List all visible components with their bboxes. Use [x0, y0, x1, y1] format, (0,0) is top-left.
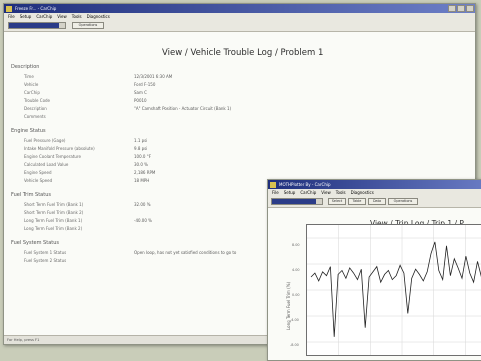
minimize-button[interactable] [448, 5, 456, 12]
row-vehicle-speed: Vehicle Speed [24, 178, 53, 183]
trip-chart [307, 225, 481, 355]
value-carchip: Sam C [134, 90, 147, 95]
vehicle-combo[interactable] [8, 22, 66, 29]
row-fuel-system-1: Fuel System 1 Status [24, 250, 67, 255]
value-vehicle-speed: 18 MPH [134, 178, 150, 183]
row-calculated-load: Calculated Load Value [24, 162, 69, 167]
row-vehicle: Vehicle [24, 82, 39, 87]
menu-file[interactable]: File [8, 14, 15, 19]
row-fuel-pressure: Fuel Pressure (Gage) [24, 138, 66, 143]
row-carchip: CarChip [24, 90, 40, 95]
trip-operations-button[interactable]: Operations [388, 198, 418, 205]
row-trouble-code: Trouble Code [24, 98, 51, 103]
row-description: Description [24, 106, 47, 111]
main-status-bar: For Help, press F1 [4, 335, 475, 344]
trip-menu-carchip[interactable]: CarChip [300, 190, 317, 195]
row-long-trim-b2: Long Term Fuel Trim (Bank 2) [24, 226, 83, 231]
section-fuel-system: Fuel System Status [11, 240, 59, 246]
section-fuel-trim: Fuel Trim Status [11, 192, 51, 198]
value-calculated-load: 30.0 % [134, 162, 148, 167]
value-vehicle: Ford F-150 [134, 82, 156, 87]
value-fuel-system-1: Open loop, has not yet satisfied conditi… [134, 250, 237, 255]
main-toolbar: Operations [4, 20, 475, 32]
data-button[interactable]: Data [368, 198, 386, 205]
app-icon [6, 5, 12, 12]
trip-app-icon [270, 181, 276, 188]
y-tick-label: 0.00 [292, 293, 300, 297]
chevron-down-icon[interactable] [59, 23, 65, 28]
value-trouble-code: P0010 [134, 98, 147, 103]
trip-menu-view[interactable]: View [321, 190, 331, 195]
value-time: 12/3/2001 6:30 AM [134, 74, 173, 79]
table-button[interactable]: Table [348, 198, 366, 205]
trip-vehicle-combo[interactable] [271, 198, 323, 205]
trip-log-window: MOTHPlotter By - CarChip File Setup CarC… [267, 179, 481, 361]
y-tick-label: 8.00 [292, 243, 300, 247]
row-comments: Comments [24, 114, 46, 119]
trip-menu-tools[interactable]: Tools [335, 190, 346, 195]
menu-diagnostics[interactable]: Diagnostics [86, 14, 110, 19]
value-intake-manifold: 9.8 psi [134, 146, 148, 151]
main-menu-bar: File Setup CarChip View Tools Diagnostic… [4, 13, 475, 20]
value-short-trim-b1: 32.00 % [134, 202, 151, 207]
close-button[interactable] [466, 5, 474, 12]
series-line-0 [310, 241, 481, 337]
main-window-title: Freeze Fr... - CarChip [15, 6, 57, 11]
row-short-trim-b2: Short Term Fuel Trim (Bank 2) [24, 210, 84, 215]
menu-carchip[interactable]: CarChip [36, 14, 53, 19]
trip-chevron-down-icon[interactable] [316, 199, 322, 204]
trip-menu-diagnostics[interactable]: Diagnostics [350, 190, 374, 195]
row-coolant-temp: Engine Coolant Temperature [24, 154, 81, 159]
row-short-trim-b1: Short Term Fuel Trim (Bank 1) [24, 202, 84, 207]
row-time: Time [24, 74, 34, 79]
menu-tools[interactable]: Tools [71, 14, 82, 19]
maximize-button[interactable] [457, 5, 465, 12]
y-tick-label: -4.00 [290, 318, 299, 322]
row-fuel-system-2: Fuel System 2 Status [24, 258, 67, 263]
trip-title-bar[interactable]: MOTHPlotter By - CarChip [268, 180, 481, 189]
trip-toolbar: Select Table Data Operations [268, 196, 481, 208]
y-tick-label: -8.00 [290, 343, 299, 347]
menu-setup[interactable]: Setup [19, 14, 32, 19]
trip-menu-file[interactable]: File [272, 190, 279, 195]
trip-menu-bar: File Setup CarChip View Tools Diagnostic… [268, 189, 481, 196]
trip-window-title: MOTHPlotter By - CarChip [279, 182, 331, 187]
section-description: Description [11, 64, 40, 70]
value-engine-speed: 2,186 RPM [134, 170, 156, 175]
y-axis-title: Long Term Fuel Trim (%) [286, 281, 291, 330]
row-long-trim-b1: Long Term Fuel Trim (Bank 1) [24, 218, 83, 223]
main-title-bar[interactable]: Freeze Fr... - CarChip [4, 4, 475, 13]
trip-report-title: View / Trip Log / Trip 1 / P [370, 219, 464, 228]
section-engine-status: Engine Status [11, 128, 46, 134]
y-tick-label: 4.00 [292, 268, 300, 272]
row-engine-speed: Engine Speed [24, 170, 52, 175]
value-description: "A" Camshaft Position - Actuator Circuit… [134, 106, 232, 111]
trip-menu-setup[interactable]: Setup [283, 190, 296, 195]
value-fuel-pressure: 1.1 psi [134, 138, 148, 143]
trouble-log-window: Freeze Fr... - CarChip File Setup CarChi… [3, 3, 476, 345]
trip-chart-frame [306, 224, 481, 356]
report-title: View / Vehicle Trouble Log / Problem 1 [162, 48, 324, 58]
select-button[interactable]: Select [328, 198, 346, 205]
menu-view[interactable]: View [57, 14, 67, 19]
value-coolant-temp: 100.0 °F [134, 154, 152, 159]
row-intake-manifold: Intake Manifold Pressure (absolute) [24, 146, 95, 151]
value-long-trim-b1: -40.00 % [134, 218, 152, 223]
operations-button[interactable]: Operations [72, 22, 104, 29]
